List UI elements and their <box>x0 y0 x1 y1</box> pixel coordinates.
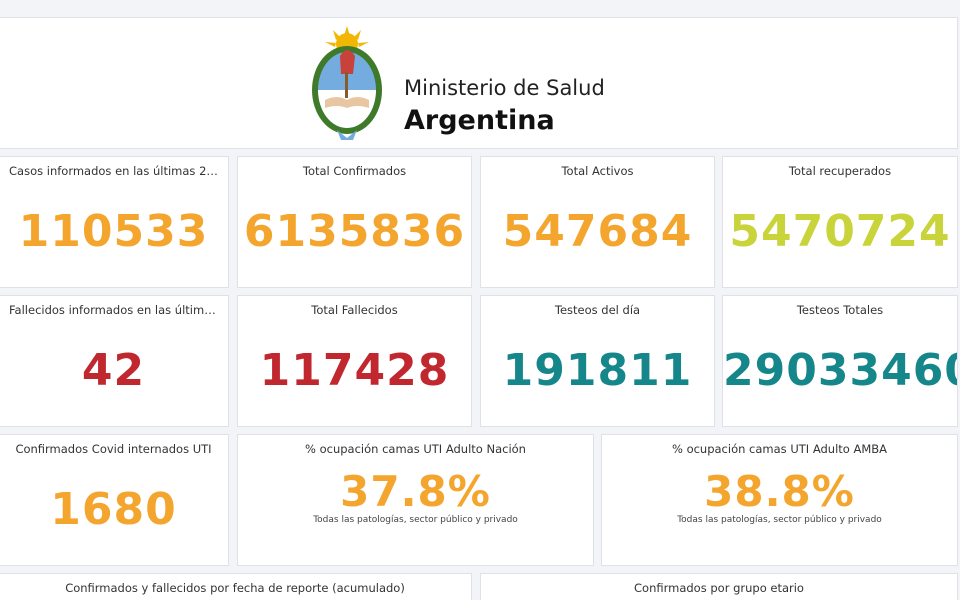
kpi-title: Total recuperados <box>788 164 892 178</box>
kpi-title: Testeos Totales <box>796 303 884 317</box>
kpi-value: 37.8% <box>340 467 491 516</box>
coat-of-arms-icon <box>311 26 383 142</box>
kpi-card-cases-24h: Casos informados en las últimas 24 ... 1… <box>0 156 229 288</box>
kpi-card-uti-occupancy-amba: % ocupación camas UTI Adulto AMBA 38.8% … <box>601 434 958 566</box>
kpi-card-total-confirmed: Total Confirmados 6135836 <box>237 156 472 288</box>
kpi-title: Testeos del día <box>554 303 641 317</box>
kpi-title: Casos informados en las últimas 24 ... <box>9 164 228 178</box>
kpi-title: Total Fallecidos <box>311 303 398 317</box>
ministry-name: Ministerio de Salud <box>404 76 605 100</box>
kpi-title: Total Confirmados <box>302 164 407 178</box>
kpi-card-total-active: Total Activos 547684 <box>480 156 715 288</box>
kpi-value: 110533 <box>18 206 209 257</box>
kpi-title: Confirmados Covid internados UTI <box>15 442 212 456</box>
chart-card-confirmed-by-age: Confirmados por grupo etario <box>480 573 958 600</box>
kpi-card-deaths-24h: Fallecidos informados en las últimas... … <box>0 295 229 427</box>
kpi-value: 38.8% <box>704 467 855 516</box>
chart-card-confirmed-deaths-by-date: Confirmados y fallecidos por fecha de re… <box>0 573 472 600</box>
kpi-card-uti-confirmed: Confirmados Covid internados UTI 1680 <box>0 434 229 566</box>
kpi-title: % ocupación camas UTI Adulto Nación <box>305 442 526 456</box>
kpi-card-tests-total: Testeos Totales 29033460 <box>722 295 958 427</box>
country-name: Argentina <box>404 105 555 136</box>
kpi-value: 42 <box>81 345 146 396</box>
kpi-title: Fallecidos informados en las últimas... <box>9 303 228 317</box>
kpi-card-total-deaths: Total Fallecidos 117428 <box>237 295 472 427</box>
kpi-value: 547684 <box>502 206 693 257</box>
kpi-title: % ocupación camas UTI Adulto AMBA <box>671 442 888 456</box>
kpi-value: 1680 <box>50 484 177 535</box>
chart-title: Confirmados y fallecidos por fecha de re… <box>65 581 405 595</box>
kpi-card-uti-occupancy-nacion: % ocupación camas UTI Adulto Nación 37.8… <box>237 434 594 566</box>
kpi-value: 191811 <box>502 345 693 396</box>
kpi-value: 6135836 <box>243 206 466 257</box>
header-banner: Ministerio de Salud Argentina <box>0 17 958 149</box>
kpi-value: 29033460 <box>723 345 958 396</box>
kpi-card-total-recovered: Total recuperados 5470724 <box>722 156 958 288</box>
kpi-subtitle: Todas las patologías, sector público y p… <box>677 515 882 525</box>
kpi-value: 5470724 <box>729 206 951 257</box>
kpi-title: Total Activos <box>561 164 634 178</box>
kpi-card-tests-today: Testeos del día 191811 <box>480 295 715 427</box>
kpi-subtitle: Todas las patologías, sector público y p… <box>313 515 518 525</box>
kpi-value: 117428 <box>259 345 450 396</box>
chart-title: Confirmados por grupo etario <box>634 581 804 595</box>
